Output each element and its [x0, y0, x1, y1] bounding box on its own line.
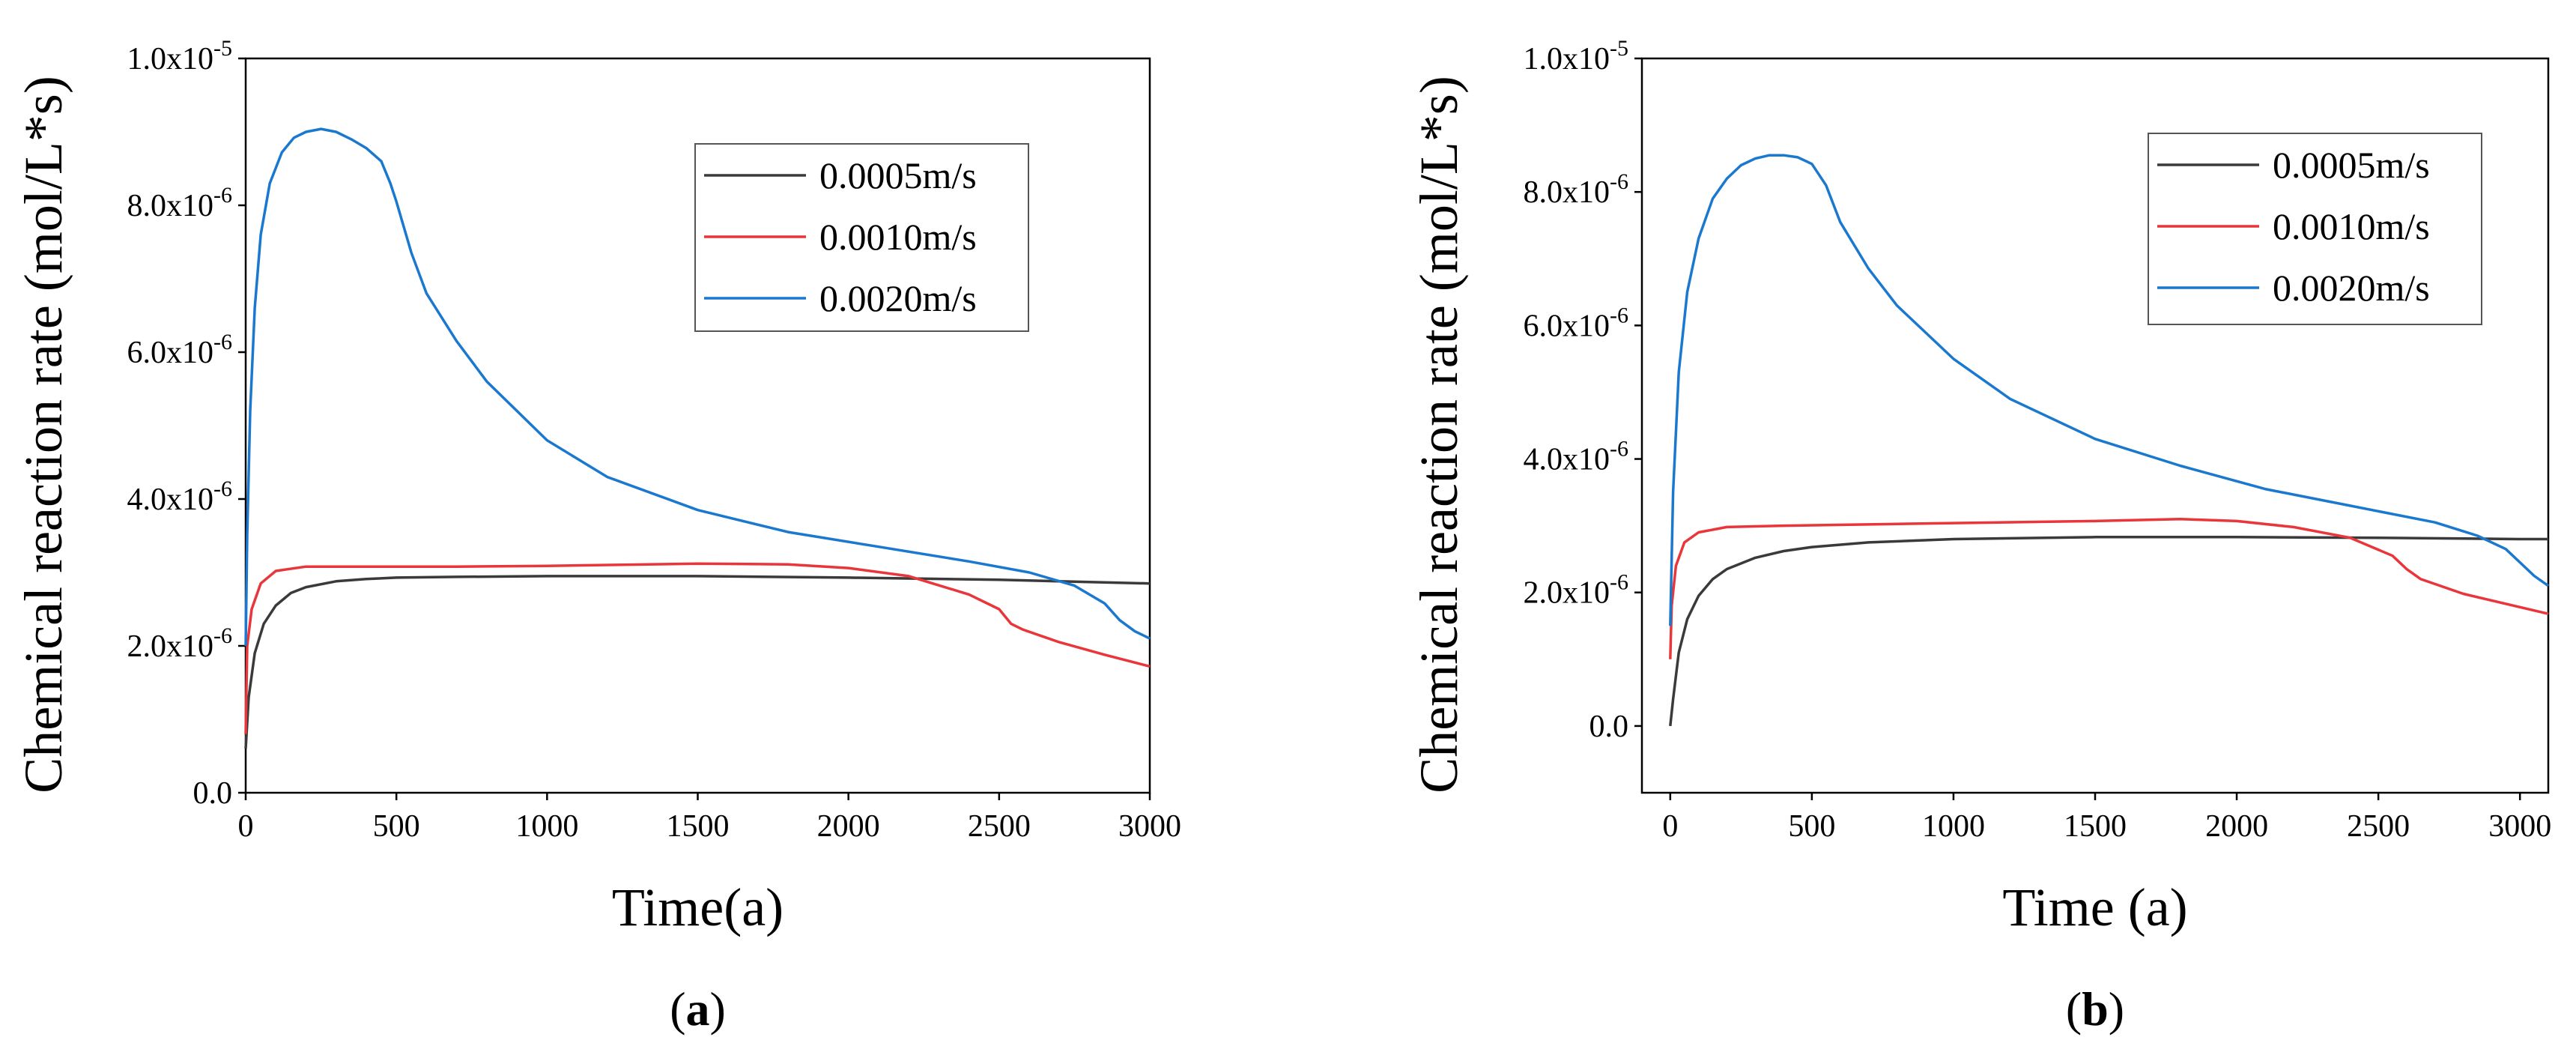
y-tick-exponent: -5: [1610, 36, 1628, 61]
y-tick-label: 4.0x10-6: [1524, 437, 1629, 477]
y-tick-exponent: -6: [1610, 169, 1628, 194]
y-axis-label: Chemical reaction rate (mol/L*s): [13, 76, 73, 793]
y-tick-label: 8.0x10-6: [1524, 169, 1629, 210]
legend-label-0: 0.0005m/s: [819, 154, 977, 196]
y-axis-label: Chemical reaction rate (mol/L*s): [1409, 76, 1469, 793]
y-tick-label: 0.0: [1589, 710, 1629, 744]
legend: 0.0005m/s 0.0010m/s 0.0020m/s: [694, 143, 1029, 332]
x-tick-label: 0: [1662, 809, 1678, 844]
y-tick-label: 2.0x10-6: [127, 623, 233, 664]
legend-label-2: 0.0020m/s: [819, 277, 977, 319]
series-line-2: [244, 127, 1151, 647]
chart-panel-b: 0.02.0x10-64.0x10-66.0x10-68.0x10-61.0x1…: [1409, 36, 2551, 1036]
series-line-1: [1669, 517, 2549, 659]
y-tick-mantissa: 4.0x10: [1524, 443, 1610, 477]
panel-label-part: a: [686, 982, 710, 1036]
y-tick-exponent: -6: [213, 183, 232, 208]
y-tick-exponent: -6: [213, 623, 232, 648]
panel-label-part: (: [670, 982, 685, 1036]
panel-label: (a): [670, 982, 726, 1036]
panel-label-part: ): [710, 982, 726, 1036]
x-tick-label: 2500: [2347, 809, 2410, 844]
legend: 0.0005m/s 0.0010m/s 0.0020m/s: [2148, 133, 2482, 325]
y-tick-exponent: -6: [1610, 303, 1628, 327]
y-tick-label: 0.0: [193, 776, 233, 811]
panel-label-part: b: [2082, 982, 2109, 1036]
panel-label: (b): [2066, 982, 2124, 1036]
y-tick-exponent: -6: [1610, 437, 1628, 462]
y-tick-mantissa: 8.0x10: [1524, 175, 1610, 210]
y-tick-mantissa: 4.0x10: [127, 483, 214, 517]
y-tick-label: 4.0x10-6: [127, 477, 233, 517]
x-tick-label: 2500: [968, 809, 1031, 844]
y-tick-mantissa: 2.0x10: [127, 629, 214, 664]
chart-panel-a: 0.02.0x10-64.0x10-66.0x10-68.0x10-61.0x1…: [13, 36, 1181, 1036]
legend-label-2: 0.0020m/s: [2273, 267, 2430, 309]
x-axis-label: Time (a): [2002, 877, 2187, 937]
y-tick-label: 1.0x10-5: [1524, 36, 1629, 76]
y-tick-label: 2.0x10-6: [1524, 570, 1629, 611]
y-tick-exponent: -6: [1610, 570, 1628, 595]
x-tick-label: 500: [1788, 809, 1835, 844]
series-line-1: [244, 562, 1151, 734]
panel-label-part: ): [2109, 982, 2124, 1036]
y-tick-mantissa: 8.0x10: [127, 189, 214, 223]
y-tick-mantissa: 1.0x10: [127, 42, 214, 76]
x-tick-label: 1500: [667, 809, 730, 844]
x-tick-label: 2000: [817, 809, 880, 844]
x-axis-label: Time(a): [612, 877, 784, 937]
y-tick-label: 6.0x10-6: [127, 330, 233, 370]
series-line-2: [1669, 154, 2550, 626]
x-tick-label: 3000: [1118, 809, 1181, 844]
x-tick-label: 1000: [1922, 809, 1985, 844]
panel-label-part: (: [2066, 982, 2082, 1036]
y-tick-mantissa: 6.0x10: [1524, 309, 1610, 343]
y-tick-mantissa: 1.0x10: [1524, 42, 1610, 76]
y-tick-mantissa: 2.0x10: [1524, 576, 1610, 611]
legend-label-0: 0.0005m/s: [2273, 144, 2430, 186]
y-tick-mantissa: 6.0x10: [127, 336, 214, 370]
x-tick-label: 2000: [2205, 809, 2268, 844]
series-line-0: [244, 575, 1151, 749]
y-tick-mantissa: 0.0: [193, 776, 233, 811]
x-tick-label: 1000: [515, 809, 578, 844]
legend-label-1: 0.0010m/s: [819, 216, 977, 258]
y-tick-exponent: -6: [213, 330, 232, 354]
series-line-0: [1669, 536, 2548, 727]
y-tick-label: 6.0x10-6: [1524, 303, 1629, 343]
x-tick-label: 3000: [2488, 809, 2551, 844]
y-tick-label: 8.0x10-6: [127, 183, 233, 223]
x-tick-label: 1500: [2064, 809, 2127, 844]
y-tick-exponent: -6: [213, 477, 232, 501]
x-tick-label: 0: [238, 809, 254, 844]
x-tick-label: 500: [373, 809, 420, 844]
legend-label-1: 0.0010m/s: [2273, 205, 2430, 247]
y-tick-label: 1.0x10-5: [127, 36, 233, 76]
y-tick-exponent: -5: [213, 36, 232, 61]
y-tick-mantissa: 0.0: [1589, 710, 1629, 744]
